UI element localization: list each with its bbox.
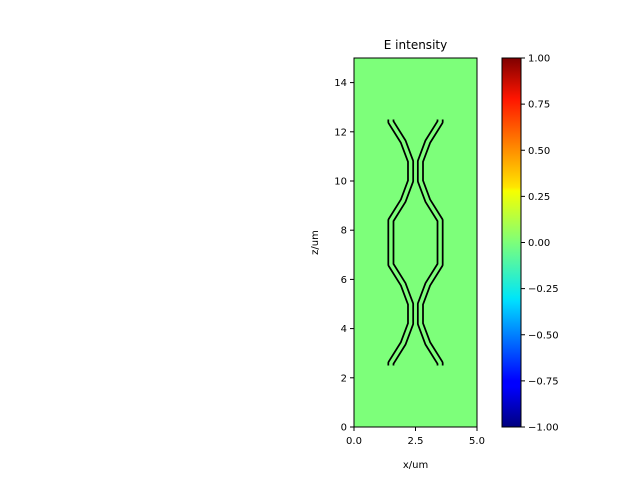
- colorbar-tick-label: −0.75: [528, 376, 559, 387]
- colorbar-tick-label: 1.00: [528, 54, 550, 65]
- colorbar-tick-label: 0.50: [528, 146, 550, 157]
- y-tick-label: 2: [341, 373, 347, 384]
- y-tick-label: 8: [341, 226, 347, 237]
- y-axis-ticks: 0 2 4 6 8 10 12 14: [334, 78, 354, 434]
- y-tick-label: 6: [341, 275, 347, 286]
- colorbar-gradient: [501, 57, 522, 428]
- colorbar-tick-label: −0.25: [528, 284, 559, 295]
- waveguide-structure: [387, 118, 444, 367]
- y-tick-label: 14: [334, 78, 347, 89]
- x-tick-label: 5.0: [469, 436, 485, 447]
- waveguide-right-core: [418, 119, 442, 366]
- y-tick-label: 0: [341, 423, 347, 434]
- heatmap-plot: 0.0 2.5 5.0 0 2 4 6 8 10 12 14: [334, 57, 485, 447]
- x-axis-ticks: 0.0 2.5 5.0: [346, 427, 485, 447]
- x-tick-label: 0.0: [346, 436, 362, 447]
- y-tick-label: 4: [341, 324, 347, 335]
- colorbar-tick-label: −0.50: [528, 330, 559, 341]
- colorbar-tick-label: 0.25: [528, 192, 550, 203]
- waveguide-left-core: [389, 119, 413, 366]
- y-tick-label: 10: [334, 177, 347, 188]
- colorbar-tick-label: 0.00: [528, 238, 550, 249]
- x-axis-label: x/um: [403, 460, 428, 471]
- colorbar-tick-label: 0.75: [528, 100, 550, 111]
- y-axis-label: z/um: [310, 230, 321, 255]
- field-heatmap: [354, 58, 477, 427]
- chart-title: E intensity: [384, 38, 447, 52]
- colorbar: 1.00 0.75 0.50 0.25 0.00 −0.25 −0.50 −0.75 −1.00: [501, 54, 559, 434]
- colorbar-tick-label: −1.00: [528, 423, 559, 434]
- colorbar-ticks: 1.00 0.75 0.50 0.25 0.00 −0.25 −0.50 −0.75 −1.00: [521, 54, 559, 434]
- x-tick-label: 2.5: [408, 436, 424, 447]
- y-tick-label: 12: [334, 127, 347, 138]
